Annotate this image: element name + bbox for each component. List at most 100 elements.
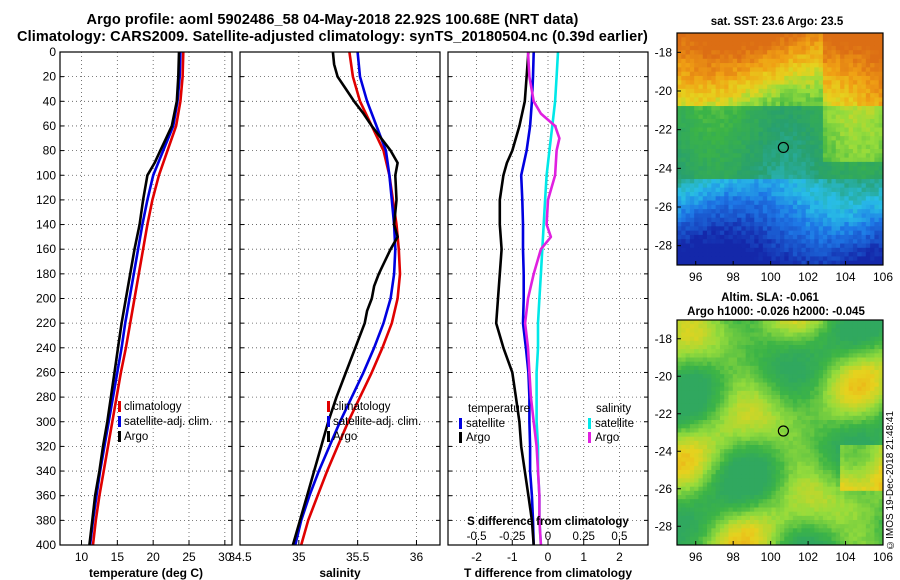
salinity-series-climatology — [299, 51, 402, 546]
salinity-legend-swatch — [327, 431, 330, 442]
depth-tick-label: 220 — [36, 316, 56, 330]
sst_map-ytick-label: -26 — [655, 200, 673, 214]
depth-tick-label: 180 — [36, 267, 56, 281]
sst_map-ytick-label: -28 — [655, 239, 673, 253]
depth-tick-label: 360 — [36, 489, 56, 503]
difference-series-t-satellite — [519, 51, 535, 546]
sla_map-ytick-label: -20 — [655, 369, 673, 383]
sst_map-xtick-label: 96 — [689, 270, 703, 284]
depth-tick-label: 380 — [36, 513, 56, 527]
sla-map-title-line2: Argo h1000: -0.026 h2000: -0.045 — [687, 306, 865, 318]
figure-title-line1: Argo profile: aoml 5902486_58 04-May-201… — [86, 12, 579, 28]
salinity-legend-label: satellite-adj. clim. — [333, 416, 421, 428]
sst_map-xtick-label: 106 — [873, 270, 893, 284]
difference-legend-temp-swatch — [459, 418, 462, 429]
sla_map-xtick-label: 106 — [873, 550, 893, 564]
sla_map-ytick-label: -18 — [655, 332, 673, 346]
temperature-legend-label: satellite-adj. clim. — [124, 416, 212, 428]
copyright-stamp: ©IMOS 19-Dec-2018 21:48:41 — [885, 411, 896, 550]
depth-tick-label: 60 — [43, 119, 57, 133]
difference-xlabel: T difference from climatology — [464, 566, 632, 580]
temperature-xtick-label: 30 — [218, 550, 232, 564]
salinity-legend-label: Argo — [333, 431, 357, 443]
sst_map-xtick-label: 100 — [761, 270, 781, 284]
salinity-xtick-label: 35.5 — [346, 550, 370, 564]
difference-legend-temp-label: satellite — [466, 418, 505, 430]
depth-tick-label: 80 — [43, 144, 57, 158]
temperature-legend-swatch — [118, 431, 121, 442]
sst_map-frame — [676, 32, 884, 266]
sla_map-heatmap-cells — [677, 320, 884, 546]
depth-tick-label: 100 — [36, 168, 56, 182]
difference-legend-sal-swatch — [588, 418, 591, 429]
depth-tick-label: 40 — [43, 94, 57, 108]
sst_map-heatmap-cells — [677, 33, 884, 266]
depth-tick-label: 20 — [43, 70, 57, 84]
difference-series-s-argo — [523, 51, 561, 546]
salinity-legend-label: climatology — [333, 401, 391, 413]
difference-top-tick-label: -0.25 — [499, 531, 525, 543]
temperature-xtick-label: 15 — [111, 550, 125, 564]
temperature-legend-label: climatology — [124, 401, 182, 413]
sla_map-xtick-label: 104 — [836, 550, 856, 564]
temperature-plot-area — [60, 52, 232, 545]
sst_map-ytick-label: -18 — [655, 45, 673, 59]
difference-xtick-label: 0 — [545, 550, 552, 564]
depth-tick-label: 140 — [36, 218, 56, 232]
depth-tick-label: 160 — [36, 242, 56, 256]
depth-tick-label: 200 — [36, 292, 56, 306]
salinity-xtick-label: 34.5 — [228, 550, 252, 564]
depth-tick-label: 340 — [36, 464, 56, 478]
difference-xtick-label: 1 — [580, 550, 587, 564]
sla-map-title-line1: Altim. SLA: -0.061 — [721, 292, 819, 304]
difference-legend-temp-swatch — [459, 432, 462, 443]
difference-legend-sal-title: salinity — [596, 403, 631, 415]
difference-top-tick-label: 0.25 — [573, 531, 595, 543]
sla_map-ytick-label: -22 — [655, 407, 673, 421]
sst_map-ytick-label: -24 — [655, 161, 673, 175]
temperature-xtick-label: 20 — [146, 550, 160, 564]
figure-title-line2: Climatology: CARS2009. Satellite-adjuste… — [17, 29, 648, 45]
depth-tick-label: 280 — [36, 390, 56, 404]
difference-legend-temp-label: Argo — [466, 432, 490, 444]
sla_map-xtick-label: 100 — [761, 550, 781, 564]
depth-tick-label: 400 — [36, 538, 56, 552]
difference-top-tick-label: 0 — [545, 531, 551, 543]
salinity-xlabel: salinity — [319, 566, 361, 580]
temperature-xtick-label: 25 — [182, 550, 196, 564]
sla_map-xtick-label: 102 — [798, 550, 818, 564]
depth-tick-label: 320 — [36, 439, 56, 453]
temperature-legend-swatch — [118, 401, 121, 412]
difference-xtick-label: 2 — [616, 550, 623, 564]
difference-xtick-label: -1 — [507, 550, 518, 564]
sst_map-ytick-label: -20 — [655, 84, 673, 98]
temperature-legend-label: Argo — [124, 431, 148, 443]
difference-top-tick-label: -0.5 — [467, 531, 487, 543]
sla_map-xtick-label: 98 — [727, 550, 741, 564]
difference-legend-temp-title: temperature — [468, 403, 530, 415]
salinity-legend-swatch — [327, 416, 330, 427]
difference-legend-sal-swatch — [588, 432, 591, 443]
sla_map-ytick-label: -24 — [655, 444, 673, 458]
difference-legend-sal-label: satellite — [595, 418, 634, 430]
sst_map-profile-marker — [777, 141, 789, 154]
sst_map-ytick-label: -22 — [655, 123, 673, 137]
salinity-xtick-label: 35 — [292, 550, 306, 564]
sst_map-xtick-label: 104 — [836, 270, 856, 284]
depth-tick-label: 260 — [36, 365, 56, 379]
salinity-legend-swatch — [327, 401, 330, 412]
temperature-legend-swatch — [118, 416, 121, 427]
sst-map-title: sat. SST: 23.6 Argo: 23.5 — [711, 16, 844, 28]
depth-tick-label: 0 — [49, 45, 56, 59]
sla_map-frame — [676, 319, 884, 546]
temperature-series-argo — [88, 51, 181, 546]
difference-series-t-argo — [494, 51, 535, 546]
depth-tick-label: 120 — [36, 193, 56, 207]
difference-xtick-label: -2 — [471, 550, 482, 564]
temperature-xtick-label: 10 — [75, 550, 89, 564]
depth-tick-label: 240 — [36, 341, 56, 355]
difference-legend-sal-label: Argo — [595, 432, 619, 444]
sla_map-profile-marker — [777, 425, 789, 437]
sla_map-ytick-label: -26 — [655, 482, 673, 496]
